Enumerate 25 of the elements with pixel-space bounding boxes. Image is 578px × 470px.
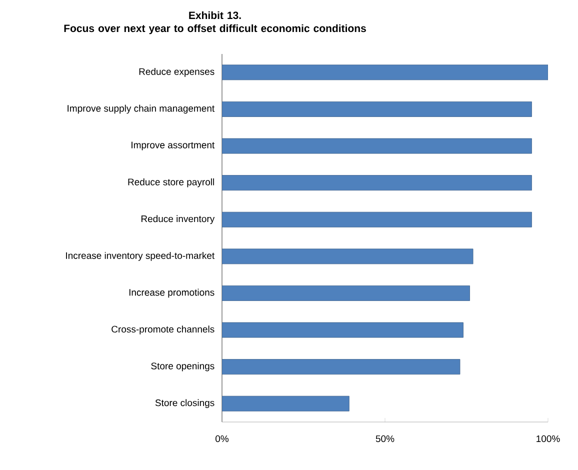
x-tick-label: 0% [216,435,229,442]
y-tick-label: Increase promotions [129,288,214,298]
bar [222,212,532,228]
chart-subtitle: Focus over next year to offset difficult economic conditions [64,24,366,34]
y-tick-label: Increase inventory speed-to-market [66,252,215,261]
y-tick-label: Reduce inventory [141,215,215,224]
chart-title: Exhibit 13. [189,11,241,20]
y-tick-label: Cross-promote channels [112,326,214,334]
bar [222,359,460,375]
bar [222,248,474,264]
bar [222,175,532,190]
x-tick-label: 50% [376,435,394,442]
bar [222,101,532,117]
y-tick-label: Reduce store payroll [128,178,214,188]
y-tick-label: Improve assortment [132,142,215,150]
y-tick-label: Reduce expenses [139,68,214,77]
x-tick-label: 100% [536,435,560,442]
bar [222,322,464,338]
bar [222,286,470,301]
y-tick-label: Store openings [151,362,214,372]
bar [222,64,548,80]
bar [222,138,532,154]
y-tick-label: Improve supply chain management [68,104,215,114]
y-tick-label: Store closings [155,399,214,408]
bar [222,396,350,412]
